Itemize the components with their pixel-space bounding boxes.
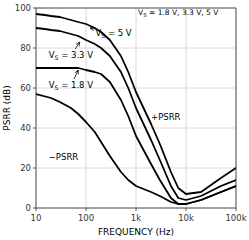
annotation: −PSRR bbox=[49, 152, 79, 162]
y-grid-line bbox=[36, 168, 236, 169]
chart: 10 100 1k 10k 100k 0 20 40 60 80 100 FREQUENCY (Hz)… bbox=[0, 0, 249, 240]
series-line bbox=[36, 14, 236, 194]
annotation: +PSRR bbox=[151, 112, 181, 122]
annotation: VS = 3.3 V bbox=[49, 50, 93, 61]
y-tick bbox=[33, 168, 36, 169]
annotation: VS = 5 V bbox=[96, 28, 132, 39]
x-tick-label: 100 bbox=[78, 213, 94, 223]
series-line bbox=[36, 94, 236, 204]
x-tick bbox=[36, 208, 37, 211]
x-axis-label: FREQUENCY (Hz) bbox=[98, 227, 174, 237]
x-tick-label: 100k bbox=[225, 213, 246, 223]
y-tick-label: 80 bbox=[20, 43, 31, 53]
x-grid-line bbox=[86, 8, 87, 208]
x-tick bbox=[86, 208, 87, 211]
annotation-arrow bbox=[90, 28, 95, 29]
annotation-arrow bbox=[74, 70, 78, 79]
y-grid-line bbox=[36, 128, 236, 129]
y-tick bbox=[33, 128, 36, 129]
x-tick-label: 10 bbox=[31, 213, 42, 223]
x-tick bbox=[236, 208, 237, 211]
y-axis-label: PSRR (dB) bbox=[2, 85, 12, 130]
annotation-arrow bbox=[75, 42, 80, 49]
y-tick-label: 20 bbox=[20, 163, 31, 173]
y-grid-line bbox=[36, 48, 236, 49]
y-tick bbox=[33, 8, 36, 9]
plot-frame bbox=[36, 8, 236, 208]
y-tick bbox=[33, 48, 36, 49]
series-line bbox=[36, 68, 236, 204]
x-tick-label: 10k bbox=[178, 213, 194, 223]
x-grid-line bbox=[186, 8, 187, 208]
y-tick-label: 0 bbox=[26, 203, 31, 213]
axes: 10 100 1k 10k 100k 0 20 40 60 80 100 bbox=[15, 3, 247, 223]
series-line bbox=[36, 28, 236, 200]
series-group bbox=[36, 14, 236, 204]
y-tick-label: 40 bbox=[20, 123, 31, 133]
x-tick-label: 1k bbox=[131, 213, 141, 223]
annotations: VS = 5 VVS = 3.3 V VS = 1.8 V +PSRR −PSRR VS… bbox=[49, 8, 219, 162]
grid bbox=[36, 8, 236, 208]
annotation: VS = 1.8 V, 3.3 V, 5 V bbox=[138, 8, 219, 18]
y-tick-label: 60 bbox=[20, 83, 31, 93]
x-tick bbox=[186, 208, 187, 211]
y-tick bbox=[33, 208, 36, 209]
y-tick-label: 100 bbox=[15, 3, 31, 13]
y-tick bbox=[33, 88, 36, 89]
annotation: VS = 1.8 V bbox=[49, 80, 93, 91]
x-tick bbox=[136, 208, 137, 211]
